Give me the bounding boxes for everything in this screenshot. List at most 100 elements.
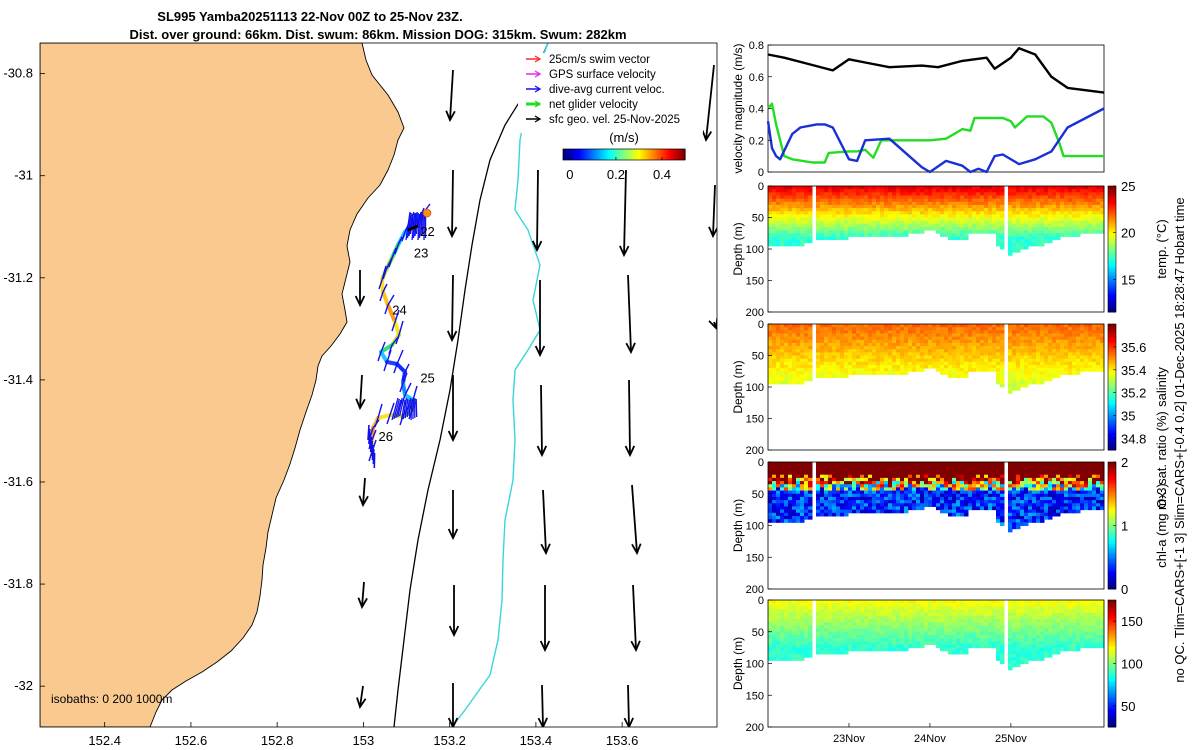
section-cell	[824, 644, 829, 649]
section-cell	[1076, 361, 1081, 366]
section-cell	[984, 226, 989, 231]
section-cell	[1008, 484, 1013, 488]
section-cell	[836, 327, 841, 331]
section-cell	[1044, 465, 1049, 469]
section-cell	[940, 327, 945, 331]
section-cell	[996, 342, 1001, 347]
section-colorbar-cell	[1108, 434, 1116, 438]
section-colorbar-cell	[1108, 261, 1116, 265]
section-cell	[780, 380, 785, 385]
section-cell	[948, 336, 953, 341]
section-cell	[796, 214, 801, 218]
section-cell	[852, 468, 857, 473]
section-cell	[1056, 211, 1061, 215]
section-cell	[884, 361, 889, 366]
section-cell	[776, 333, 781, 338]
section-cell	[1036, 515, 1041, 520]
section-cell	[932, 364, 937, 369]
section-cell	[896, 358, 901, 363]
section-cell	[1024, 245, 1029, 250]
section-cell	[836, 650, 841, 655]
section-cell	[988, 506, 993, 511]
section-cell	[884, 192, 889, 196]
section-cell	[1040, 496, 1045, 501]
section-cell	[972, 481, 977, 485]
section-cell	[860, 506, 865, 511]
section-cell	[1048, 220, 1053, 225]
section-cell	[884, 342, 889, 347]
section-cell	[928, 192, 933, 196]
section-cell	[944, 220, 949, 225]
section-cell	[808, 477, 813, 482]
section-cell	[852, 509, 857, 514]
section-cell	[864, 484, 869, 488]
section-cell	[848, 493, 853, 498]
section-cell	[928, 496, 933, 501]
section-cell	[804, 217, 809, 222]
section-cell	[980, 186, 985, 190]
section-cell	[976, 189, 981, 193]
section-cell	[860, 364, 865, 369]
section-cell	[780, 226, 785, 231]
section-cell	[1024, 519, 1029, 523]
section-cell	[1088, 204, 1093, 209]
section-cell	[1056, 500, 1061, 504]
section-cell	[904, 189, 909, 193]
section-cell	[820, 634, 825, 639]
section-cell	[1012, 352, 1017, 356]
section-cell	[1080, 462, 1085, 466]
section-cell	[772, 233, 777, 237]
section-cell	[808, 330, 813, 334]
section-cell	[840, 336, 845, 341]
section-cell	[924, 208, 929, 212]
section-cell	[848, 198, 853, 203]
section-cell	[1000, 201, 1005, 206]
section-cell	[1028, 509, 1033, 514]
section-cell	[784, 211, 789, 215]
section-cell	[820, 468, 825, 473]
section-cell	[772, 509, 777, 514]
section-cell	[844, 189, 849, 193]
section-cell	[940, 506, 945, 511]
section-cell	[1072, 336, 1077, 341]
section-cell	[876, 500, 881, 504]
section-cell	[1040, 515, 1045, 520]
section-cell	[968, 214, 973, 218]
section-cell	[768, 609, 773, 614]
section-cell	[920, 352, 925, 356]
section-cell	[780, 644, 785, 649]
section-cell	[1040, 358, 1045, 363]
section-cell	[924, 352, 929, 356]
section-cell	[980, 198, 985, 203]
section-cell	[956, 192, 961, 196]
section-cell	[956, 349, 961, 353]
section-colorbar-cell	[1108, 379, 1116, 383]
section-cell	[868, 361, 873, 366]
section-cell	[996, 368, 1001, 372]
section-cell	[888, 355, 893, 360]
dive-avg-vector	[417, 213, 421, 241]
section-cell	[1092, 324, 1097, 328]
section-cell	[852, 506, 857, 511]
section-cell	[964, 195, 969, 200]
geo-arrow-shaft	[627, 684, 630, 727]
section-cell	[828, 615, 833, 620]
section-cell	[872, 500, 877, 504]
section-cell	[1088, 493, 1093, 498]
section-cell	[1052, 198, 1057, 203]
section-cell	[900, 327, 905, 331]
section-cell	[956, 220, 961, 225]
section-colorbar-cell	[1108, 578, 1116, 582]
section-cell	[988, 208, 993, 212]
section-cell	[1024, 242, 1029, 247]
section-cell	[832, 186, 837, 190]
section-cell	[876, 201, 881, 206]
section-cell	[1012, 355, 1017, 360]
section-cell	[1040, 226, 1045, 231]
section-cell	[1100, 201, 1105, 206]
section-cell	[832, 500, 837, 504]
section-cell	[968, 186, 973, 190]
section-cell	[948, 364, 953, 369]
section-cell	[772, 358, 777, 363]
section-cell	[964, 355, 969, 360]
